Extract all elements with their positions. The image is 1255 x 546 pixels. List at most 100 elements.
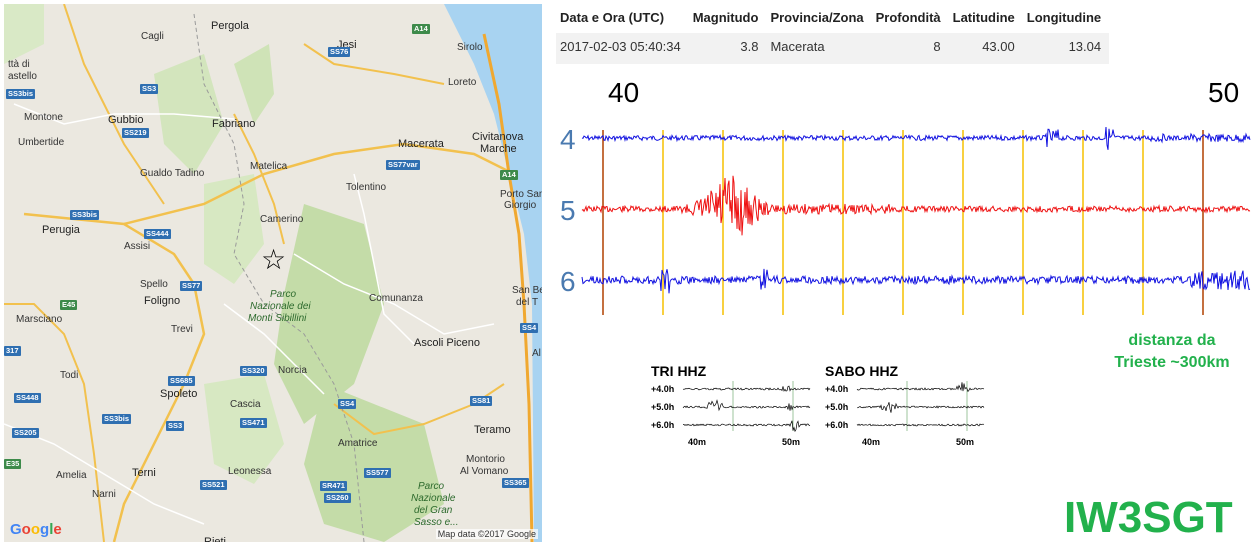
mini-trace: [856, 423, 985, 427]
mini-row-label: +6.0h: [825, 420, 849, 430]
map-place-label: Tolentino: [346, 182, 387, 193]
map-place-label: Al: [532, 348, 541, 359]
road-shield: 317: [4, 346, 21, 356]
map-place-label: Cascia: [230, 399, 261, 410]
road-shield: SS448: [14, 393, 41, 403]
road-shield: SS3: [140, 84, 159, 94]
road-shield: SS471: [240, 418, 267, 428]
map-place-label: del T: [516, 297, 539, 308]
seismic-trace-hour-5: [581, 175, 1251, 236]
cell-date: 2017-02-03 05:40:34: [556, 33, 689, 64]
map-place-label: Todi: [60, 370, 79, 381]
map-place-label: Cagli: [141, 31, 164, 42]
map-place-label: Narni: [92, 489, 116, 500]
distance-note: distanza da Trieste ~300km: [1092, 330, 1252, 374]
map-place-label: Leonessa: [228, 466, 272, 477]
road-shield: SS4: [520, 323, 539, 333]
cell-latitude: 43.00: [948, 33, 1023, 64]
minute-start-label: 40: [608, 77, 639, 108]
earthquake-table: Data e Ora (UTC) Magnitudo Provincia/Zon…: [556, 6, 1110, 64]
road-shield: SS4: [338, 399, 357, 409]
map-park-label: del Gran: [414, 505, 453, 516]
road-shield: SS3bis: [6, 89, 36, 99]
col-magnitude: Magnitudo: [692, 10, 759, 25]
hour-label-4: 4: [560, 124, 576, 155]
hour-label-6: 6: [560, 266, 576, 297]
distance-line-1: distanza da: [1128, 332, 1216, 349]
mini-row-label: +6.0h: [651, 420, 675, 430]
cell-zone: Macerata: [766, 33, 872, 64]
map-place-label: Amelia: [56, 470, 87, 481]
col-depth: Profondità: [875, 10, 941, 25]
map-place-label: Foligno: [144, 295, 181, 307]
cell-magnitude: 3.8: [688, 33, 767, 64]
map-place-label: Gubbio: [108, 114, 144, 126]
mini-row-label: +4.0h: [825, 384, 849, 394]
map-place-label: Matelica: [250, 161, 288, 172]
map-place-label: Montone: [24, 112, 63, 123]
google-logo: Google: [10, 521, 62, 538]
road-shield: SS521: [200, 480, 227, 490]
seismic-trace-hour-4: [581, 126, 1251, 150]
seismogram: 40 50 4 5 6: [560, 77, 1251, 315]
map-place-label: Al Vomano: [460, 466, 509, 477]
road-shield: SS444: [144, 229, 171, 239]
road-shield: SS77: [180, 281, 203, 291]
map-place-label: Pergola: [211, 20, 249, 32]
map-place-label: Trevi: [171, 324, 193, 335]
map-credit[interactable]: Map data ©2017 Google: [435, 529, 538, 539]
map-place-label: Macerata: [398, 138, 444, 150]
minute-end-label: 50: [1208, 77, 1239, 108]
map-place-label: San Be: [512, 285, 542, 296]
cell-depth: 8: [871, 33, 949, 64]
road-shield: SS3: [166, 421, 185, 431]
road-shield: SS3bis: [70, 210, 100, 220]
map-panel[interactable]: Pergola Cagli Jesi Sirolo ttà di astello Loret…: [4, 4, 542, 542]
map-place-label: Gualdo Tadino: [140, 168, 205, 179]
map-place-label: Norcia: [278, 365, 307, 376]
col-zone: Provincia/Zona: [770, 10, 864, 25]
map-park-label: Monti Sibillini: [248, 313, 307, 324]
distance-line-2: Trieste ~300km: [1114, 354, 1230, 371]
road-shield: SS3bis: [102, 414, 132, 424]
mini-row-label: +5.0h: [825, 402, 849, 412]
mini-plot-title: TRI HHZ: [651, 363, 707, 379]
map-place-label: Loreto: [448, 77, 477, 88]
map-park-label: Nazionale: [411, 493, 456, 504]
map-place-label: Terni: [132, 467, 156, 479]
map-place-label: Marsciano: [16, 314, 63, 325]
mini-tick-label: 40m: [862, 437, 881, 447]
map-place-label: astello: [8, 71, 37, 82]
road-shield: A14: [500, 170, 518, 180]
map-park-label: Sasso e...: [414, 517, 459, 528]
mini-plot-title: SABO HHZ: [825, 363, 899, 379]
road-shield: SS365: [502, 478, 529, 488]
table-header-row: Data e Ora (UTC) Magnitudo Provincia/Zon…: [556, 6, 1109, 33]
mini-trace: [682, 385, 811, 392]
mini-tick-label: 50m: [782, 437, 801, 447]
map-terrain: [4, 4, 542, 542]
road-shield: SS81: [470, 396, 493, 406]
map-place-label: Umbertide: [18, 137, 65, 148]
map-park-label: Parco: [270, 289, 297, 300]
map-place-label: Fabriano: [212, 118, 256, 130]
mini-tick-label: 40m: [688, 437, 707, 447]
mini-trace: [856, 402, 985, 413]
map-place-label: Ascoli Piceno: [414, 337, 481, 349]
road-shield: SS205: [12, 428, 39, 438]
road-shield: SS320: [240, 366, 267, 376]
mini-trace: [682, 399, 811, 412]
road-shield: SS685: [168, 376, 195, 386]
mini-trace: [683, 420, 811, 433]
table-row: 2017-02-03 05:40:34 3.8 Macerata 8 43.00…: [556, 33, 1110, 64]
seismic-trace-hour-6: [581, 268, 1251, 294]
epicenter-star-icon: ☆: [261, 244, 287, 275]
mini-row-label: +5.0h: [651, 402, 675, 412]
map-place-label: Marche: [480, 143, 517, 155]
col-longitude: Longitudine: [1026, 10, 1102, 25]
map-place-label: Amatrice: [338, 438, 378, 449]
road-shield: SS77var: [386, 160, 420, 170]
map-place-label: Civitanova: [472, 131, 524, 143]
col-latitude: Latitudine: [952, 10, 1015, 25]
mini-tick-label: 50m: [956, 437, 975, 447]
